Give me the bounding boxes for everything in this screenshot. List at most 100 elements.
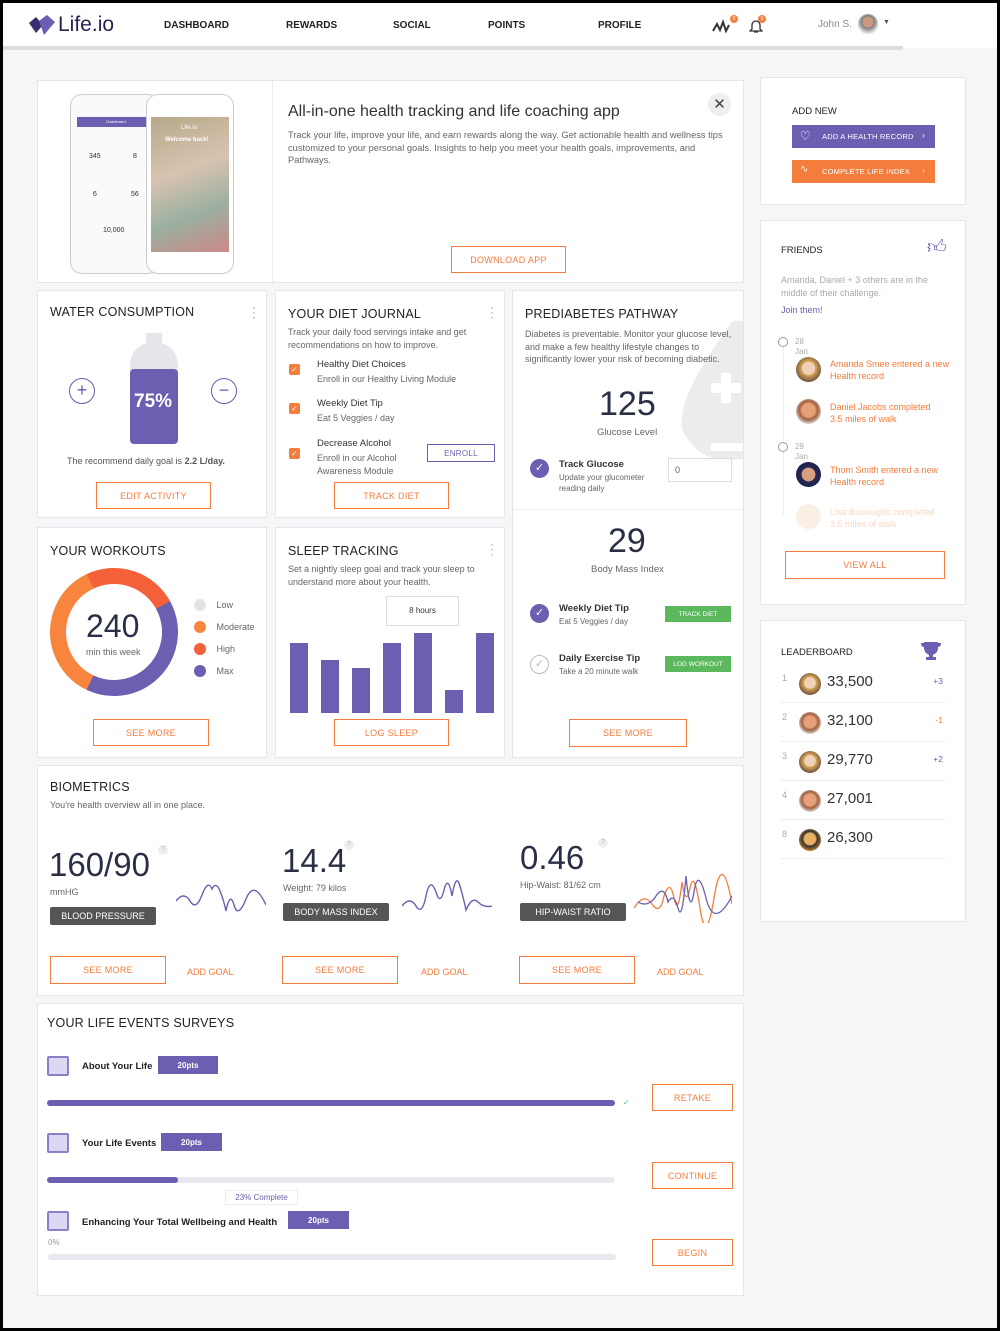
sleep-bar[interactable] <box>383 643 401 713</box>
help-icon[interactable]: ? <box>344 840 354 850</box>
add-goal-link[interactable]: ADD GOAL <box>421 967 468 977</box>
close-icon[interactable]: ✕ <box>708 93 731 116</box>
sleep-bar[interactable] <box>352 668 370 713</box>
glucose-input[interactable] <box>668 458 732 482</box>
water-percent: 75% <box>134 391 173 412</box>
rank: 2 <box>782 712 788 722</box>
leader-avatar <box>799 673 821 695</box>
more-menu-icon[interactable]: · · · <box>252 300 256 324</box>
sleep-bar-chart <box>276 528 506 759</box>
user-name[interactable]: John S. <box>818 19 852 30</box>
friend-event[interactable]: Thom Smith entered a new Health record <box>830 465 939 487</box>
leaderboard-card: LEADERBOARD 1 33,500 +3 2 32,100 -1 3 29,7… <box>760 620 966 922</box>
add-new-card: ADD NEW ♡ ADD A HEALTH RECORD › ∿ COMPLE… <box>760 77 966 205</box>
check-circle-outline-icon[interactable]: ✓ <box>530 655 549 674</box>
friend-event[interactable]: Lisa Burroughs completed 3.5 miles of wa… <box>830 507 935 529</box>
chevron-right-icon: › <box>922 131 925 140</box>
leaderboard-row[interactable]: 1 33,500 +3 <box>781 665 945 703</box>
progress-label: 0% <box>48 1238 60 1247</box>
see-more-button[interactable]: SEE MORE <box>50 956 166 984</box>
continue-button[interactable]: CONTINUE <box>652 1162 733 1189</box>
card-title: SLEEP TRACKING <box>288 544 399 558</box>
sleep-bar[interactable] <box>445 690 463 713</box>
add-health-record-button[interactable]: ♡ ADD A HEALTH RECORD › <box>792 125 935 148</box>
activity-icon[interactable] <box>712 19 734 33</box>
friends-card: FRIENDS 👍︎ Amanda, Daniel + 3 others are… <box>760 220 966 605</box>
see-more-button[interactable]: SEE MORE <box>93 719 209 746</box>
begin-button[interactable]: BEGIN <box>652 1239 733 1266</box>
minus-icon[interactable]: − <box>211 378 237 404</box>
nav-profile[interactable]: PROFILE <box>598 20 642 31</box>
friend-avatar[interactable] <box>796 357 821 382</box>
nav-social[interactable]: SOCIAL <box>393 20 431 31</box>
help-icon[interactable]: ? <box>158 845 168 855</box>
log-sleep-button[interactable]: LOG SLEEP <box>334 719 449 746</box>
workout-minutes: 240 <box>86 608 140 644</box>
sleep-bar[interactable] <box>321 660 339 713</box>
glucose-value: 125 <box>599 385 656 423</box>
workouts-donut-chart <box>50 567 178 696</box>
plus-icon[interactable]: + <box>69 378 95 404</box>
view-all-button[interactable]: VIEW ALL <box>785 551 945 579</box>
log-workout-button[interactable]: LOG WORKOUT <box>665 656 731 672</box>
sleep-bar[interactable] <box>476 633 494 713</box>
add-goal-link[interactable]: ADD GOAL <box>657 967 704 977</box>
inbox-tray-icon <box>47 1133 69 1153</box>
chevron-right-icon: › <box>922 166 925 175</box>
help-icon[interactable]: ? <box>598 838 608 848</box>
logo-text[interactable]: Life.io <box>58 13 115 36</box>
checkbox[interactable]: ✓ <box>289 448 300 459</box>
card-title: FRIENDS <box>781 245 823 256</box>
friend-avatar[interactable] <box>796 504 821 529</box>
user-avatar[interactable] <box>858 14 878 34</box>
checkbox[interactable]: ✓ <box>289 364 300 375</box>
score: 32,100 <box>827 712 873 729</box>
see-more-button[interactable]: SEE MORE <box>282 956 398 984</box>
edit-activity-button[interactable]: EDIT ACTIVITY <box>96 482 211 509</box>
card-title: YOUR DIET JOURNAL <box>288 307 422 321</box>
nav-dashboard[interactable]: DASHBOARD <box>164 20 229 31</box>
leaderboard-row[interactable]: 4 27,001 <box>781 782 945 820</box>
survey-name: Your Life Events <box>82 1138 157 1149</box>
thumbs-up-icon: 👍︎ <box>927 237 947 258</box>
rank: 1 <box>782 673 788 683</box>
leaderboard-row[interactable]: 3 29,770 +2 <box>781 743 945 781</box>
timeline-dot <box>778 442 788 452</box>
add-goal-link[interactable]: ADD GOAL <box>187 967 234 977</box>
friend-avatar[interactable] <box>796 462 821 487</box>
complete-life-index-button[interactable]: ∿ COMPLETE LIFE INDEX › <box>792 160 935 183</box>
goal-text: The recommend daily goal is <box>67 456 185 466</box>
top-nav: Life.io DASHBOARD REWARDS SOCIAL POINTS … <box>3 3 997 50</box>
friend-avatar[interactable] <box>796 399 821 424</box>
heart-icon: ♡ <box>800 129 811 143</box>
sleep-bar[interactable] <box>414 633 432 713</box>
enroll-button[interactable]: ENROLL <box>427 444 495 462</box>
promo-title: All-in-one health tracking and life coac… <box>288 103 620 120</box>
more-menu-icon[interactable]: · · · <box>490 300 494 324</box>
blood-drop-icon <box>681 321 743 461</box>
nav-rewards[interactable]: REWARDS <box>286 20 338 31</box>
friend-event[interactable]: Amanda Smee entered a new Health record <box>830 359 950 381</box>
bmi-badge: BODY MASS INDEX <box>283 903 389 921</box>
water-consumption-card: WATER CONSUMPTION · · · + − 75% The recomm… <box>37 290 267 518</box>
blood-pressure-sparkline <box>176 884 266 912</box>
nav-points[interactable]: POINTS <box>488 20 526 31</box>
join-them-link[interactable]: Join them! <box>781 305 823 315</box>
chevron-down-icon[interactable]: ▼ <box>883 19 890 26</box>
friend-event[interactable]: Daniel Jacobs completed 3.5 miles of wal… <box>830 402 931 424</box>
phone-mockup-dashboard: Dashboard 345 8 6 56 10,000 <box>70 94 160 274</box>
sleep-bar[interactable] <box>290 643 308 713</box>
blood-pressure-badge: BLOOD PRESSURE <box>50 907 156 925</box>
retake-button[interactable]: RETAKE <box>652 1084 733 1111</box>
survey-progress-bar <box>48 1254 616 1260</box>
track-diet-button[interactable]: TRACK DIET <box>334 482 449 509</box>
see-more-button[interactable]: SEE MORE <box>569 719 687 747</box>
leaderboard-row[interactable]: 2 32,100 -1 <box>781 704 945 742</box>
rank-change: +2 <box>933 754 943 764</box>
track-diet-button[interactable]: TRACK DIET <box>665 606 731 622</box>
leaderboard-row[interactable]: 8 26,300 <box>781 821 945 859</box>
more-menu-icon[interactable]: · · · <box>490 537 494 561</box>
see-more-button[interactable]: SEE MORE <box>519 956 635 984</box>
download-app-button[interactable]: DOWNLOAD APP <box>451 246 566 273</box>
checkbox[interactable]: ✓ <box>289 403 300 414</box>
